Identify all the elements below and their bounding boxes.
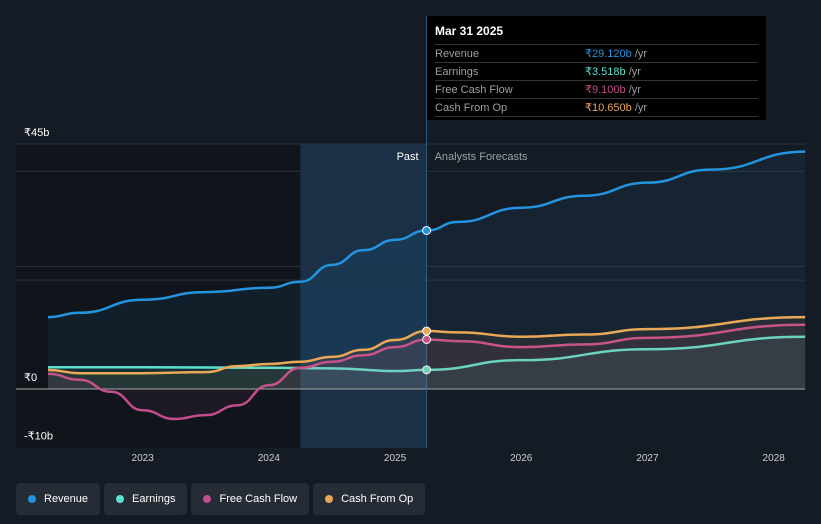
legend-label: Revenue [44,493,89,505]
tooltip-value: ₹3.518b [585,66,626,78]
legend-dot-icon [28,495,36,503]
legend-label: Earnings [132,493,176,505]
legend: Revenue Earnings Free Cash Flow Cash From O… [16,483,426,515]
series-marker[interactable] [422,365,432,375]
series-line-cash-from-op [47,315,806,375]
x-tick-label: 2026 [510,453,533,464]
past-label: Past [397,151,419,163]
tooltip-label: Earnings [435,65,479,78]
tooltip-value: ₹10.650b [585,102,632,114]
y-tick-label: ₹45b [24,127,49,139]
series-area [48,317,806,389]
legend-item-earnings[interactable]: Earnings [104,483,188,515]
tooltip-row: Free Cash Flow ₹9.100b /yr [435,81,758,99]
tooltip-label: Revenue [435,47,480,60]
tooltip-row: Cash From Op ₹10.650b /yr [435,99,758,117]
series-area [48,336,806,389]
x-tick-label: 2025 [384,453,407,464]
x-tick-label: 2028 [763,453,786,464]
x-tick-label: 2023 [132,453,155,464]
forecast-label: Analysts Forecasts [435,151,528,163]
tooltip-unit: /yr [628,65,641,78]
series-area [48,151,806,389]
series-marker[interactable] [422,225,432,235]
tooltip-unit: /yr [634,101,648,114]
tooltip: Mar 31 2025 Revenue ₹29.120b /yr Earnings ₹… [427,16,766,120]
legend-label: Cash From Op [341,493,414,505]
legend-dot-icon [325,495,334,503]
highlight-region [300,144,427,448]
y-tick-label: -₹10b [24,430,53,442]
tooltip-value: ₹29.120b [585,48,632,60]
legend-item-revenue[interactable]: Revenue [16,483,101,515]
tooltip-label: Cash From Op [435,101,508,114]
legend-dot-icon [203,495,212,503]
chart: ₹45b ₹0 -₹10b 2023 2024 2025 2026 2027 2028 Past A… [16,16,806,464]
y-tick-label: ₹0 [24,372,37,384]
legend-dot-icon [116,495,125,503]
tooltip-label: Free Cash Flow [435,83,513,96]
legend-item-cash-from-op[interactable]: Cash From Op [313,483,426,515]
series-line-free-cash-flow [47,323,806,421]
legend-item-free-cash-flow[interactable]: Free Cash Flow [191,483,310,515]
tooltip-value: ₹9.100b [585,84,626,96]
tooltip-row: Earnings ₹3.518b /yr [435,63,758,81]
series-marker[interactable] [422,326,432,336]
tooltip-row: Revenue ₹29.120b /yr [435,45,758,63]
tooltip-unit: /yr [628,83,641,96]
tooltip-unit: /yr [634,47,648,60]
x-tick-label: 2024 [258,453,281,464]
legend-label: Free Cash Flow [219,493,298,505]
series-line-revenue [47,150,806,319]
x-tick-label: 2027 [636,453,659,464]
tooltip-date: Mar 31 2025 [435,24,758,45]
series-line-earnings [48,335,806,373]
series-area [48,324,806,419]
